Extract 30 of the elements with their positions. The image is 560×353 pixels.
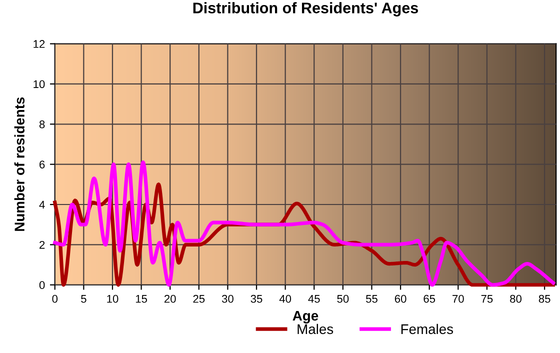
x-tick-label: 10 — [107, 294, 118, 303]
legend-label: Males — [298, 324, 334, 334]
x-tick-label: 35 — [250, 294, 262, 303]
x-tick-label: 75 — [481, 295, 493, 303]
x-tick-label: 60 — [394, 294, 406, 303]
x-axis-title: Age — [292, 310, 318, 324]
x-tick-label: 5 — [81, 295, 86, 303]
legend-label: Females — [401, 324, 454, 334]
x-tick-label: 20 — [164, 294, 176, 303]
x-tick-label: 80 — [510, 294, 522, 303]
x-tick-label: 55 — [366, 295, 378, 303]
x-tick-label: 85 — [538, 294, 550, 303]
y-tick-label: 2 — [40, 240, 45, 249]
y-tick-label: 10 — [34, 80, 45, 88]
x-tick-label: 40 — [279, 294, 292, 303]
y-axis-title: Number of residents — [14, 97, 24, 231]
x-tick-label: 65 — [424, 294, 436, 303]
y-tick-label: 8 — [39, 120, 45, 128]
x-tick-label: 15 — [136, 295, 148, 303]
chart-title: Distribution of Residents' Ages — [193, 2, 418, 16]
y-tick-label: 4 — [39, 200, 45, 209]
x-tick-label: 30 — [222, 294, 234, 303]
x-tick-label: 45 — [308, 295, 320, 303]
x-tick-label: 0 — [52, 294, 58, 303]
y-tick-label: 0 — [39, 281, 45, 290]
x-tick-label: 70 — [452, 294, 464, 303]
x-tick-label: 50 — [337, 294, 349, 303]
y-tick-label: 6 — [40, 160, 45, 168]
y-tick-label: 12 — [34, 40, 45, 48]
x-tick-label: 25 — [193, 294, 205, 303]
